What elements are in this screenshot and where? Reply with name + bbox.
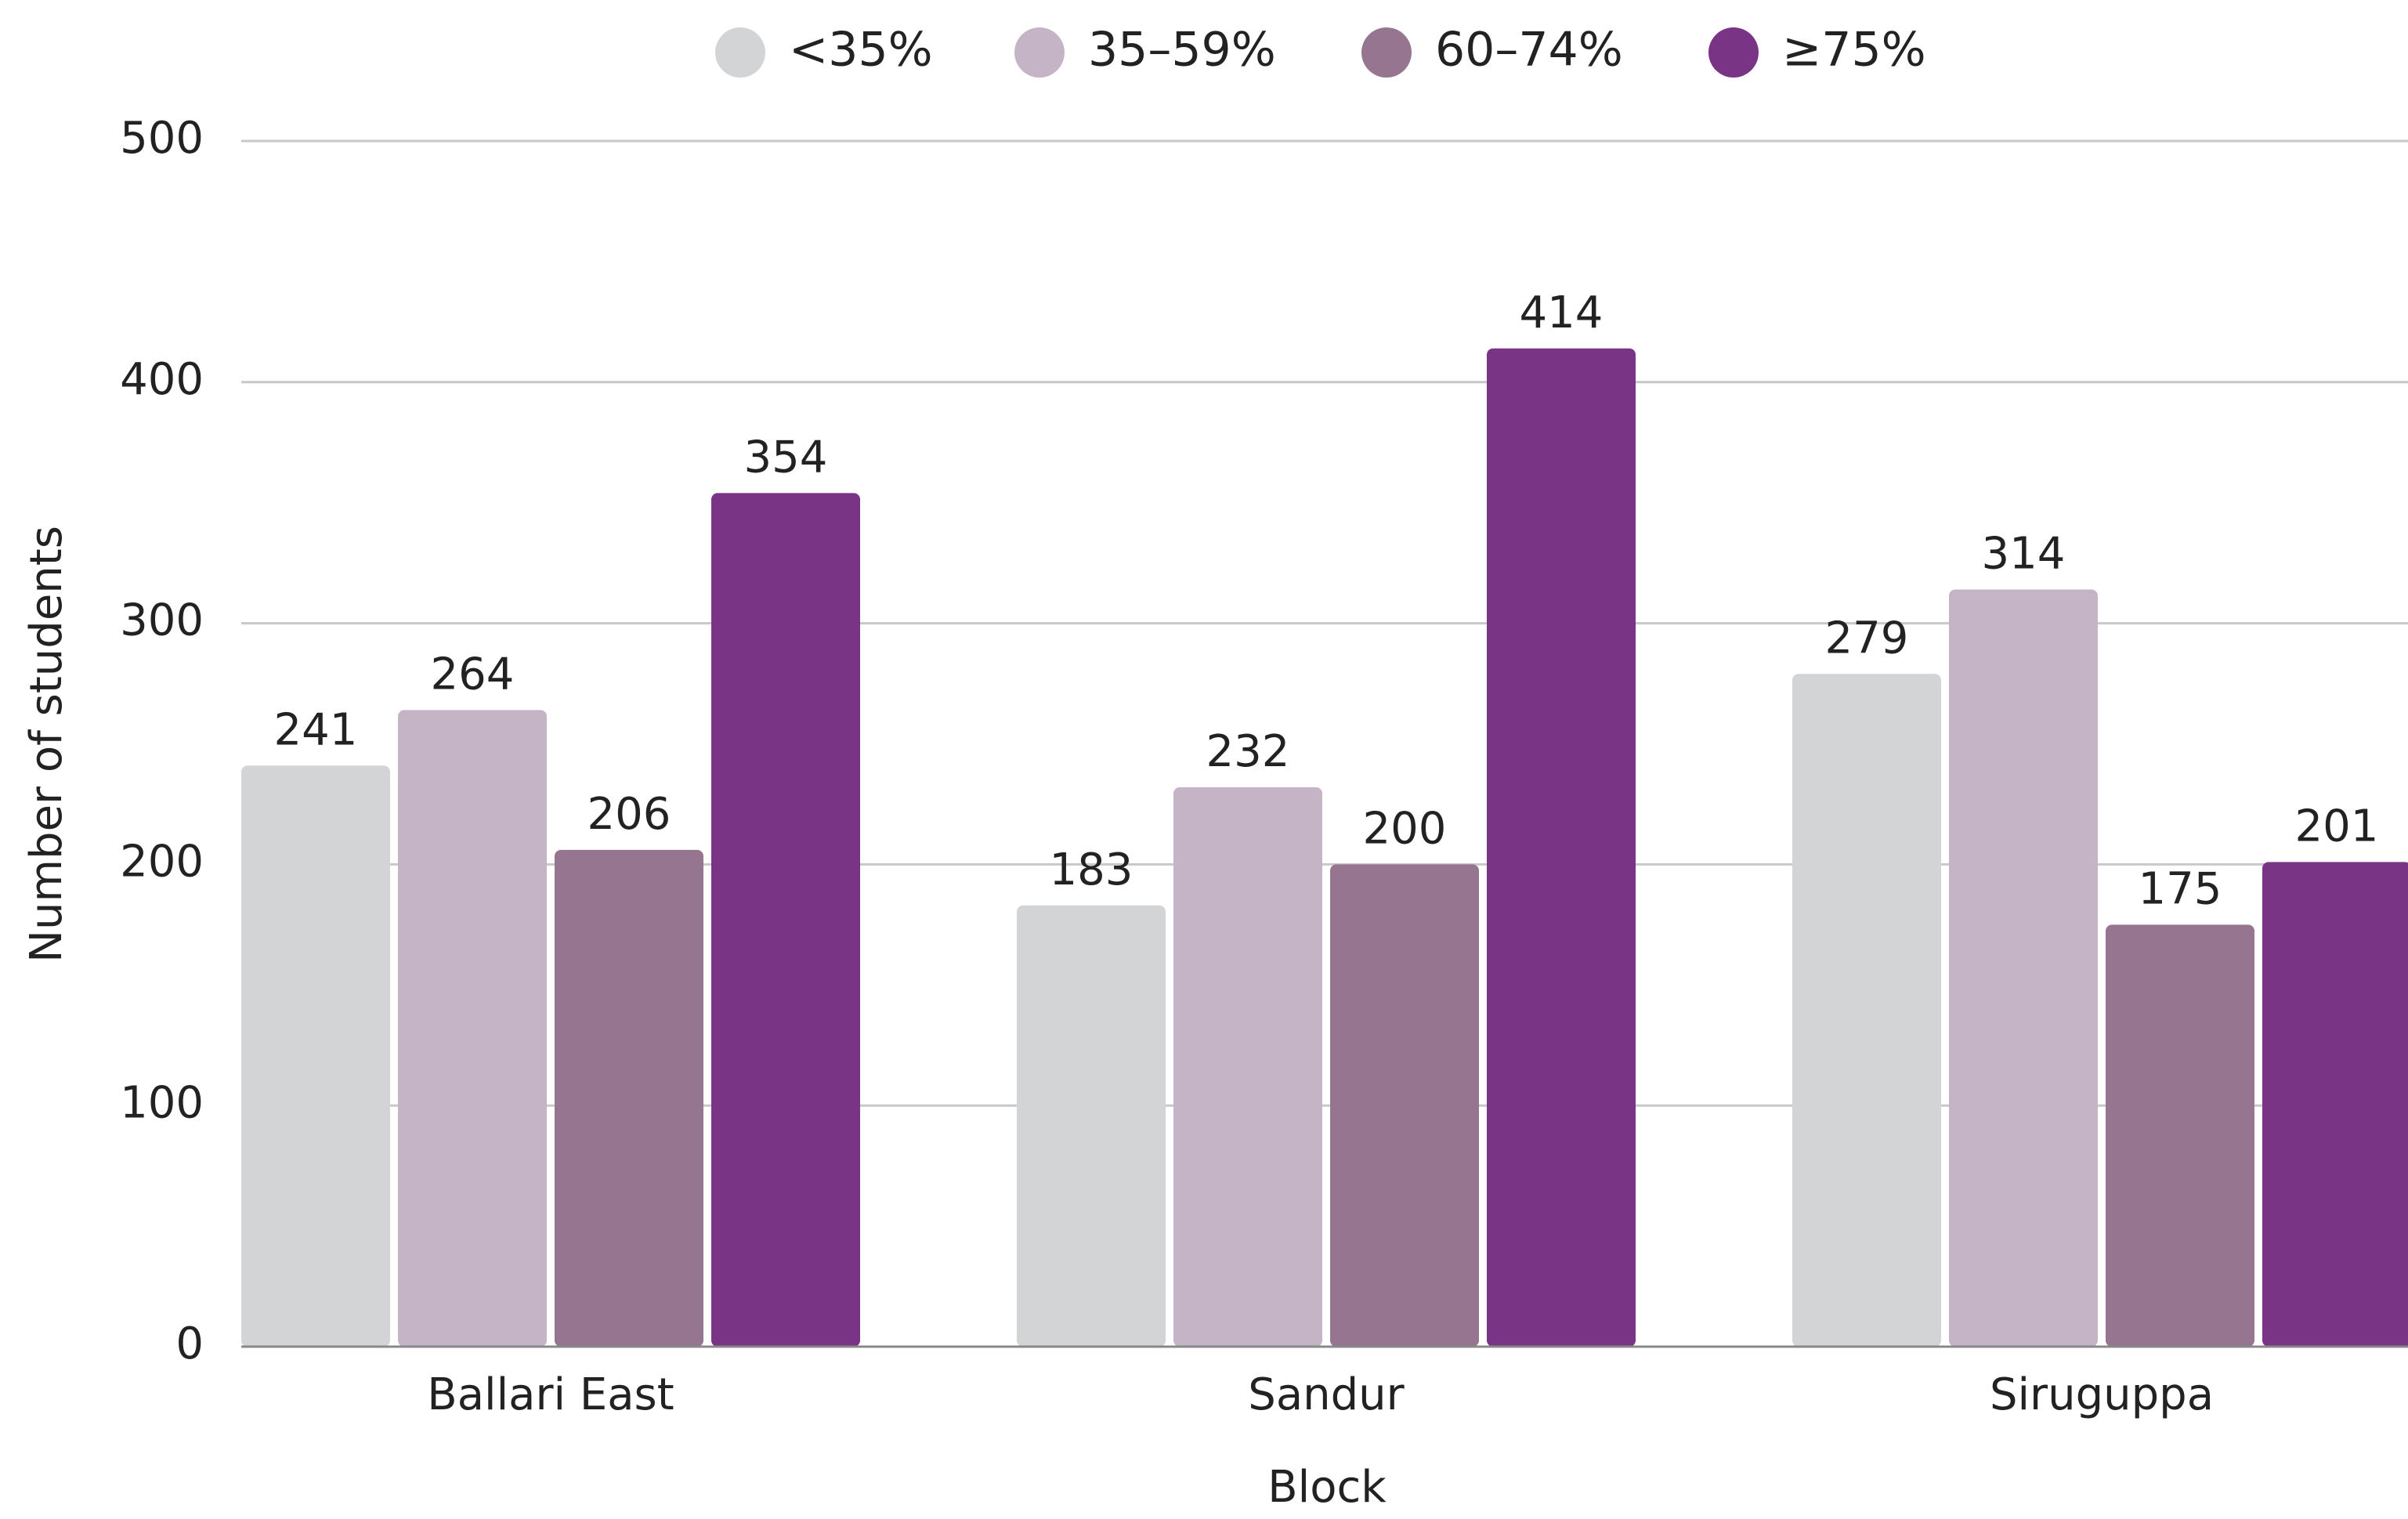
legend-swatch (1708, 27, 1759, 78)
y-tick-label: 500 (120, 113, 204, 164)
data-label: 206 (588, 789, 671, 840)
bar (2106, 924, 2254, 1347)
data-label: 241 (274, 704, 358, 755)
legend-label: <35% (789, 23, 933, 78)
y-tick-label: 100 (120, 1077, 204, 1128)
x-tick-label: Sandur (1248, 1369, 1405, 1420)
bar (1330, 864, 1479, 1347)
bar (711, 493, 860, 1347)
x-axis-title: Block (1267, 1462, 1387, 1513)
y-tick-label: 0 (175, 1318, 204, 1369)
legend-swatch (1014, 27, 1065, 78)
bar (398, 710, 547, 1347)
bar (1017, 905, 1166, 1347)
legend-label: ≥75% (1782, 23, 1926, 78)
bar (1949, 589, 2098, 1347)
x-tick-label: Ballari East (427, 1369, 674, 1420)
y-tick-label: 300 (120, 595, 204, 646)
bar (555, 849, 703, 1347)
bar (1792, 674, 1941, 1347)
y-axis-title: Number of students (21, 526, 72, 963)
legend-swatch (1361, 27, 1412, 78)
data-label: 279 (1825, 613, 1909, 664)
legend-label: 35–59% (1088, 23, 1276, 78)
data-label: 314 (1982, 529, 2066, 580)
bar (241, 765, 390, 1347)
data-label: 200 (1363, 804, 1447, 855)
data-label: 414 (1520, 288, 1604, 338)
y-tick-label: 200 (120, 837, 204, 888)
data-label: 175 (2139, 863, 2222, 914)
data-label: 232 (1206, 726, 1290, 777)
bar (1487, 348, 1636, 1347)
data-label: 354 (744, 432, 828, 483)
y-tick-label: 400 (120, 354, 204, 405)
bar (1173, 787, 1322, 1347)
data-label: 183 (1050, 844, 1133, 895)
x-tick-label: Siruguppa (1990, 1369, 2214, 1420)
bar (2262, 862, 2408, 1347)
legend-label: 60–74% (1435, 23, 1623, 78)
data-label: 201 (2295, 801, 2379, 852)
data-label: 264 (431, 649, 515, 700)
legend-swatch (715, 27, 765, 78)
